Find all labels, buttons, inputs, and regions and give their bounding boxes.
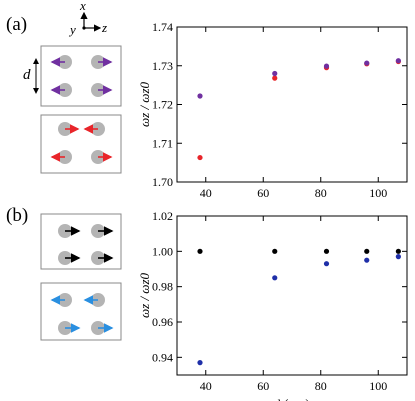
data-point	[197, 248, 203, 254]
schematic-b-mode2	[40, 282, 122, 341]
data-point	[395, 248, 401, 254]
data-point	[395, 254, 401, 260]
plot-frame	[176, 26, 408, 183]
coordinate-axes-icon: x y z	[68, 0, 107, 37]
data-point	[395, 58, 401, 64]
x-tick-label: 40	[200, 186, 212, 200]
x-tick-label: 100	[369, 379, 387, 393]
spacing-d-label: d	[23, 67, 31, 83]
x-tick-label: 60	[257, 379, 269, 393]
y-tick-label: 1.71	[152, 136, 173, 150]
schematic-b-mode1	[40, 213, 122, 270]
data-point	[323, 248, 330, 254]
x-axis-label: d (μm)	[274, 396, 310, 401]
plot-frame	[176, 215, 408, 376]
data-point	[272, 248, 278, 254]
x-tick-label: 80	[315, 379, 327, 393]
schematic-a-mode2	[40, 114, 122, 174]
schematic-diagrams: x y z d	[23, 0, 122, 341]
x-axis-label: d (μm)	[274, 203, 310, 205]
y-tick-label: 1.74	[152, 20, 173, 34]
y-tick-label: 1.02	[152, 209, 173, 223]
axis-glyph-y: y	[68, 22, 76, 37]
data-point	[272, 275, 278, 281]
data-point	[364, 60, 370, 66]
data-point	[323, 261, 330, 267]
x-tick-label: 60	[257, 186, 269, 200]
data-point	[197, 93, 203, 99]
data-point	[272, 70, 278, 77]
y-tick-label: 0.98	[152, 280, 173, 294]
data-point	[272, 75, 278, 81]
axis-glyph-x: x	[79, 0, 86, 13]
y-tick-label: 0.96	[152, 315, 173, 329]
schematic-a-mode1	[40, 45, 122, 107]
chart-a: 40 60 80 100 1.70 1.71 1.72 1.73 1.74 d (μm) ωz / …	[140, 20, 408, 205]
spacing-d-indicator: d	[23, 58, 39, 94]
x-tick-label: 100	[369, 186, 387, 200]
data-point	[197, 154, 203, 161]
y-tick-label: 0.94	[152, 350, 173, 364]
chart-b: 40 60 80 100 0.94 0.96 0.98 1.00 1.02 d (μm) ωz / …	[140, 209, 408, 401]
y-axis-label: ωz / ωz0	[140, 272, 152, 318]
data-point	[364, 248, 370, 254]
y-tick-label: 1.72	[152, 98, 173, 112]
x-tick-label: 80	[315, 186, 327, 200]
data-point	[364, 257, 370, 263]
data-point	[323, 63, 330, 69]
y-tick-label: 1.00	[152, 244, 173, 258]
x-tick-label: 40	[200, 379, 212, 393]
panel-label-a: (a)	[6, 14, 28, 35]
y-tick-label: 1.70	[152, 175, 173, 189]
axis-glyph-z: z	[101, 20, 107, 35]
data-point	[197, 360, 203, 366]
y-axis-label: ωz / ωz0	[140, 81, 152, 127]
y-tick-label: 1.73	[152, 59, 173, 73]
panel-label-b: (b)	[6, 205, 29, 226]
